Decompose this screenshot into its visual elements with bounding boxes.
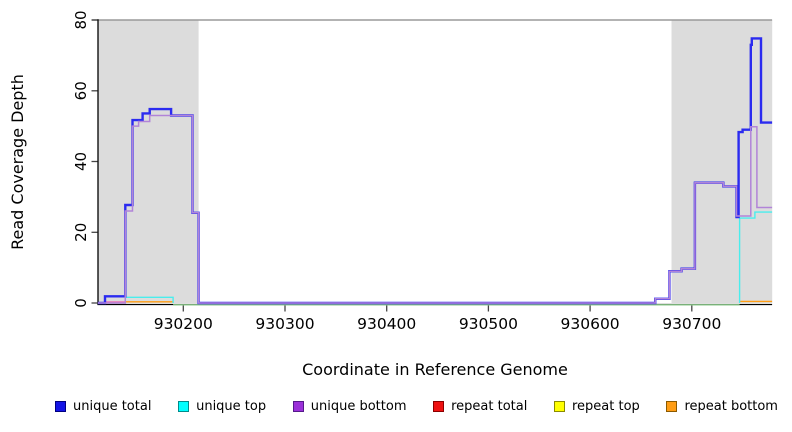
- x-tick-label: 930600: [561, 315, 620, 333]
- legend-label: unique bottom: [310, 399, 407, 414]
- legend-swatch-repeat-total: [433, 401, 445, 412]
- legend: unique total unique top unique bottom repea…: [0, 399, 792, 414]
- legend-label: repeat top: [572, 399, 640, 414]
- y-axis-title: Read Coverage Depth: [8, 74, 27, 250]
- legend-item-repeat-top: repeat top: [554, 399, 640, 414]
- x-tick-label: 930700: [662, 315, 721, 333]
- shaded-region: [671, 20, 773, 303]
- legend-label: repeat bottom: [684, 399, 778, 414]
- series-unique-top: [125, 296, 174, 303]
- x-tick-label: 930200: [154, 315, 213, 333]
- plot-area: 0 20 40 60 80 930200 930300 930400 930500 930600 9…: [72, 10, 773, 333]
- legend-swatch-unique-top: [178, 401, 190, 412]
- x-tick-label: 930300: [255, 315, 314, 333]
- series-unique-top: [738, 211, 773, 303]
- x-tick-label: 930400: [357, 315, 416, 333]
- y-tick-label: 20: [72, 223, 90, 242]
- legend-swatch-unique-bottom: [292, 401, 304, 412]
- legend-item-unique-bottom: unique bottom: [292, 399, 407, 414]
- legend-item-repeat-total: repeat total: [433, 399, 527, 414]
- y-tick-label: 40: [72, 152, 90, 171]
- legend-swatch-repeat-bottom: [666, 401, 678, 412]
- x-axis-title: Coordinate in Reference Genome: [302, 360, 568, 379]
- legend-item-repeat-bottom: repeat bottom: [666, 399, 778, 414]
- legend-label: unique top: [196, 399, 267, 414]
- legend-label: unique total: [73, 399, 152, 414]
- legend-swatch-unique-total: [55, 401, 66, 412]
- legend-label: repeat total: [451, 399, 528, 414]
- shaded-region: [97, 20, 199, 303]
- x-tick-label: 930500: [459, 315, 518, 333]
- y-tick-label: 60: [72, 81, 90, 100]
- y-tick-label: 80: [72, 10, 90, 29]
- series-unique-bottom: [97, 114, 773, 304]
- legend-item-unique-total: unique total: [55, 399, 151, 414]
- legend-swatch-repeat-top: [554, 401, 565, 412]
- y-tick-label: 0: [72, 298, 90, 308]
- legend-item-unique-top: unique top: [178, 399, 266, 414]
